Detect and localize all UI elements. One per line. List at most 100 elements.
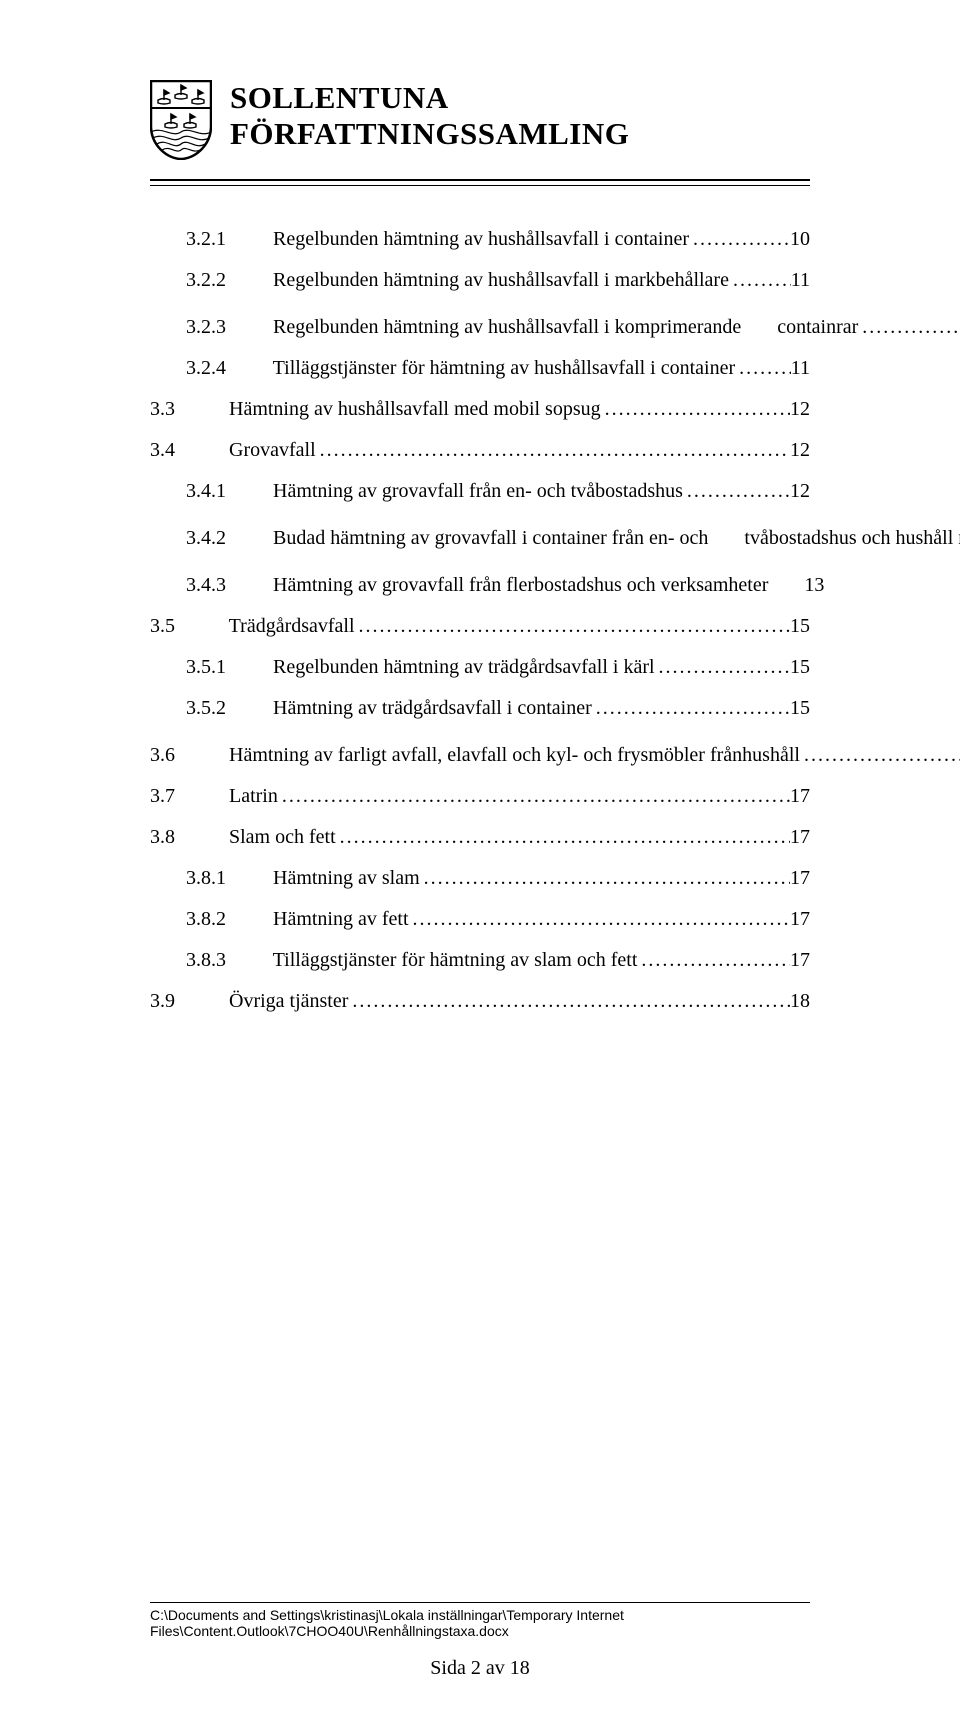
header-title-line1: SOLLENTUNA <box>230 80 629 116</box>
toc-entry: 3.4.2 Budad hämtning av grovavfall i con… <box>150 519 810 552</box>
toc-label: Hämtning av grovavfall från en- och tvåb… <box>258 478 683 505</box>
table-of-contents: 3.2.1 Regelbunden hämtning av hushållsav… <box>150 226 810 1015</box>
toc-number: 3.8.1 <box>150 865 258 892</box>
toc-entry: 3.2.4 Tilläggstjänster för hämtning av h… <box>150 355 810 382</box>
toc-number: 3.8 <box>150 824 214 851</box>
toc-page: 11 <box>791 355 810 382</box>
footer-page-number: Sida 2 av 18 <box>150 1657 810 1680</box>
toc-number: 3.2.2 <box>150 267 258 294</box>
footer-path-line2: Files\Content.Outlook\7CHOO40U\Renhållni… <box>150 1623 810 1639</box>
toc-label: Regelbunden hämtning av hushållsavfall i… <box>258 314 741 341</box>
toc-leader: ........................................… <box>637 947 790 974</box>
toc-entry: 3.7 Latrin..............................… <box>150 783 810 810</box>
toc-number: 3.5.2 <box>150 695 258 722</box>
toc-entry: 3.5.2 Hämtning av trädgårdsavfall i cont… <box>150 695 810 722</box>
toc-entry: 3.2.3 Regelbunden hämtning av hushållsav… <box>150 308 810 341</box>
toc-page: 17 <box>790 783 810 810</box>
toc-label-cont: tvåbostadshus och hushåll med gemensam h… <box>744 525 960 552</box>
toc-entry: 3.4 Grovavfall..........................… <box>150 437 810 464</box>
toc-leader: ........................................… <box>800 742 960 769</box>
toc-leader: ........................................… <box>336 824 790 851</box>
toc-label: Latrin <box>214 783 278 810</box>
toc-entry: 3.9 Övriga tjänster.....................… <box>150 988 810 1015</box>
toc-label: Regelbunden hämtning av hushållsavfall i… <box>258 267 729 294</box>
toc-label: Hämtning av grovavfall från flerbostadsh… <box>258 572 768 599</box>
toc-number: 3.7 <box>150 783 214 810</box>
header-rule-thick <box>150 179 810 181</box>
toc-leader: ........................................… <box>592 695 790 722</box>
page: SOLLENTUNA FÖRFATTNINGSSAMLING 3.2.1 Reg… <box>0 0 960 1718</box>
toc-page: 15 <box>790 654 810 681</box>
header-title-line2: FÖRFATTNINGSSAMLING <box>230 116 629 152</box>
logo-shield-icon <box>150 80 214 165</box>
toc-number: 3.8.2 <box>150 906 258 933</box>
toc-label: Tilläggstjänster för hämtning av hushåll… <box>258 355 735 382</box>
toc-leader: ........................................… <box>683 478 790 505</box>
toc-label: Budad hämtning av grovavfall i container… <box>258 525 708 552</box>
toc-page: 15 <box>790 613 810 640</box>
footer-path-line1: C:\Documents and Settings\kristinasj\Lok… <box>150 1607 810 1623</box>
toc-entry: 3.4.1 Hämtning av grovavfall från en- oc… <box>150 478 810 505</box>
toc-label-cont: 13 <box>804 572 824 599</box>
toc-entry: 3.8.3 Tilläggstjänster för hämtning av s… <box>150 947 810 974</box>
toc-entry: 3.2.2 Regelbunden hämtning av hushållsav… <box>150 267 810 294</box>
toc-label: Hämtning av trädgårdsavfall i container <box>258 695 592 722</box>
toc-label: Regelbunden hämtning av hushållsavfall i… <box>258 226 689 253</box>
toc-page: 18 <box>790 988 810 1015</box>
toc-entry: 3.5.1 Regelbunden hämtning av trädgårdsa… <box>150 654 810 681</box>
toc-leader: ........................................… <box>601 396 790 423</box>
toc-label: Hämtning av fett <box>258 906 409 933</box>
toc-leader: ........................................… <box>729 267 791 294</box>
toc-label: Hämtning av farligt avfall, elavfall och… <box>214 742 742 769</box>
toc-number: 3.2.1 <box>150 226 258 253</box>
toc-entry: 3.8.2 Hämtning av fett..................… <box>150 906 810 933</box>
toc-leader: ........................................… <box>348 988 790 1015</box>
toc-leader: ........................................… <box>858 314 960 341</box>
page-footer: C:\Documents and Settings\kristinasj\Lok… <box>150 1602 810 1680</box>
toc-number: 3.6 <box>150 742 214 769</box>
toc-number: 3.2.3 <box>150 314 258 341</box>
toc-entry: 3.2.1 Regelbunden hämtning av hushållsav… <box>150 226 810 253</box>
toc-page: 10 <box>790 226 810 253</box>
toc-page: 11 <box>791 267 810 294</box>
toc-entry: 3.5 Trädgårdsavfall.....................… <box>150 613 810 640</box>
toc-number: 3.8.3 <box>150 947 258 974</box>
toc-leader: ........................................… <box>735 355 791 382</box>
toc-page: 17 <box>790 906 810 933</box>
toc-label: Regelbunden hämtning av trädgårdsavfall … <box>258 654 655 681</box>
toc-label: Hämtning av hushållsavfall med mobil sop… <box>214 396 601 423</box>
toc-number: 3.3 <box>150 396 214 423</box>
toc-page: 12 <box>790 396 810 423</box>
toc-label: Tilläggstjänster för hämtning av slam oc… <box>258 947 637 974</box>
toc-leader: ........................................… <box>316 437 790 464</box>
header-rule-thin <box>150 185 810 186</box>
toc-number: 3.9 <box>150 988 214 1015</box>
toc-page: 12 <box>790 437 810 464</box>
toc-number: 3.4.1 <box>150 478 258 505</box>
toc-entry: 3.8 Slam och fett.......................… <box>150 824 810 851</box>
toc-entry: 3.3 Hämtning av hushållsavfall med mobil… <box>150 396 810 423</box>
toc-number: 3.4.3 <box>150 572 258 599</box>
toc-label: Hämtning av slam <box>258 865 420 892</box>
toc-label: Övriga tjänster <box>214 988 348 1015</box>
footer-rule <box>150 1602 810 1603</box>
toc-number: 3.5 <box>150 613 214 640</box>
toc-label-cont: containrar <box>777 314 858 341</box>
toc-page: 17 <box>790 865 810 892</box>
page-header: SOLLENTUNA FÖRFATTNINGSSAMLING <box>150 80 810 165</box>
toc-page: 17 <box>790 947 810 974</box>
toc-label: Slam och fett <box>214 824 336 851</box>
toc-leader: ........................................… <box>420 865 790 892</box>
toc-leader: ........................................… <box>689 226 790 253</box>
toc-entry: 3.4.3 Hämtning av grovavfall från flerbo… <box>150 566 810 599</box>
toc-page: 17 <box>790 824 810 851</box>
toc-leader: ........................................… <box>355 613 790 640</box>
toc-label: Grovavfall <box>214 437 316 464</box>
toc-number: 3.4 <box>150 437 214 464</box>
toc-number: 3.2.4 <box>150 355 258 382</box>
toc-number: 3.5.1 <box>150 654 258 681</box>
toc-entry: 3.6 Hämtning av farligt avfall, elavfall… <box>150 736 810 769</box>
toc-label: Trädgårdsavfall <box>214 613 355 640</box>
toc-leader: ........................................… <box>278 783 790 810</box>
toc-leader: ........................................… <box>655 654 790 681</box>
